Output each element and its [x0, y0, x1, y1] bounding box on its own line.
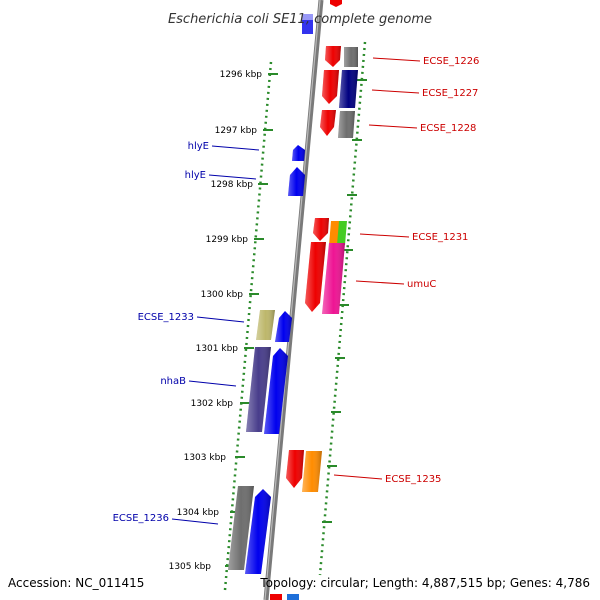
- gene-label-ecse-1236[interactable]: ECSE_1236: [113, 513, 169, 524]
- genome-backbone: [263, 0, 324, 600]
- right-ticks: [322, 79, 367, 523]
- topology-text: Topology: circular; Length: 4,887,515 bp…: [259, 576, 590, 590]
- gene-ecse-1236[interactable]: [245, 489, 271, 574]
- ruler-tick-1298: 1298 kbp: [211, 180, 268, 190]
- ruler-tick-1299: 1299 kbp: [206, 235, 264, 245]
- gene-label-ecse-1231[interactable]: ECSE_1231: [412, 232, 468, 243]
- gene-label-nhab[interactable]: nhaB: [160, 376, 186, 387]
- gene-label-ecse-1226[interactable]: ECSE_1226: [423, 56, 479, 67]
- gene-ecse-1233-blue[interactable]: [275, 311, 292, 342]
- kbp-label: 1305 kbp: [169, 562, 212, 572]
- kbp-label: 1303 kbp: [184, 453, 227, 463]
- kbp-label: 1300 kbp: [201, 290, 244, 300]
- ruler-tick-1296: 1296 kbp: [220, 70, 278, 80]
- gene-label-ecse-1235[interactable]: ECSE_1235: [385, 474, 441, 485]
- genome-backbone-highlight: [264, 0, 321, 600]
- ruler-tick-1301: 1301 kbp: [196, 344, 254, 354]
- gene-ecse-1227[interactable]: [322, 70, 358, 108]
- ruler-tick-1303: 1303 kbp: [184, 453, 245, 463]
- gene-label-ecse-1228[interactable]: ECSE_1228: [420, 123, 476, 134]
- kbp-label: 1304 kbp: [177, 508, 220, 518]
- kbp-label: 1297 kbp: [215, 126, 258, 136]
- leader-lines: [171, 57, 421, 525]
- gene-ecse-1235[interactable]: [286, 450, 322, 492]
- gene-hlye-2[interactable]: [288, 167, 305, 196]
- ruler-tick-1300: 1300 kbp: [201, 290, 259, 300]
- gene-label-umuc[interactable]: umuC: [407, 279, 436, 290]
- kbp-label: 1298 kbp: [211, 180, 254, 190]
- gene-ecse-1236-gray[interactable]: [228, 486, 254, 570]
- ruler-tick-1302: 1302 kbp: [191, 399, 250, 409]
- gene-nhab-slate[interactable]: [246, 347, 271, 432]
- gene-ecse-1233[interactable]: [256, 310, 275, 340]
- gene-label-hlye-2[interactable]: hlyE: [185, 170, 206, 181]
- band-edge-right: [318, 41, 367, 576]
- reverse-genes: [286, 46, 358, 492]
- ruler-tick-1305: 1305 kbp: [169, 562, 235, 572]
- top-partial-genes: [302, 0, 342, 34]
- gene-nhab[interactable]: [264, 348, 288, 434]
- gene-label-ecse-1233[interactable]: ECSE_1233: [138, 312, 194, 323]
- gene-label-hlye-1[interactable]: hlyE: [188, 141, 209, 152]
- gene-label-ecse-1227[interactable]: ECSE_1227: [422, 88, 478, 99]
- gene-hlye-1[interactable]: [292, 145, 305, 161]
- kbp-label: 1299 kbp: [206, 235, 249, 245]
- forward-genes: [228, 145, 305, 574]
- band-edge-left: [223, 61, 273, 591]
- gene-umuc[interactable]: [305, 242, 345, 314]
- accession-text: Accession: NC_011415: [8, 576, 144, 590]
- kbp-label: 1302 kbp: [191, 399, 234, 409]
- ruler-tick-1297: 1297 kbp: [215, 126, 273, 136]
- kbp-label: 1301 kbp: [196, 344, 239, 354]
- gene-ecse-1231[interactable]: [313, 218, 347, 245]
- bottom-partial-genes: [270, 594, 299, 600]
- map-title: Escherichia coli SE11, complete genome: [168, 12, 432, 27]
- map-band: [228, 0, 365, 600]
- forward-gene-labels: hlyE hlyE ECSE_1233 nhaB ECSE_1236: [113, 141, 209, 524]
- ruler: 1296 kbp 1297 kbp 1298 kbp 1299 kbp 1300…: [169, 70, 278, 572]
- gene-ecse-1226[interactable]: [325, 46, 358, 67]
- gene-ecse-1228[interactable]: [320, 110, 355, 138]
- kbp-label: 1296 kbp: [220, 70, 263, 80]
- reverse-gene-labels: ECSE_1226 ECSE_1227 ECSE_1228 ECSE_1231 …: [385, 56, 479, 485]
